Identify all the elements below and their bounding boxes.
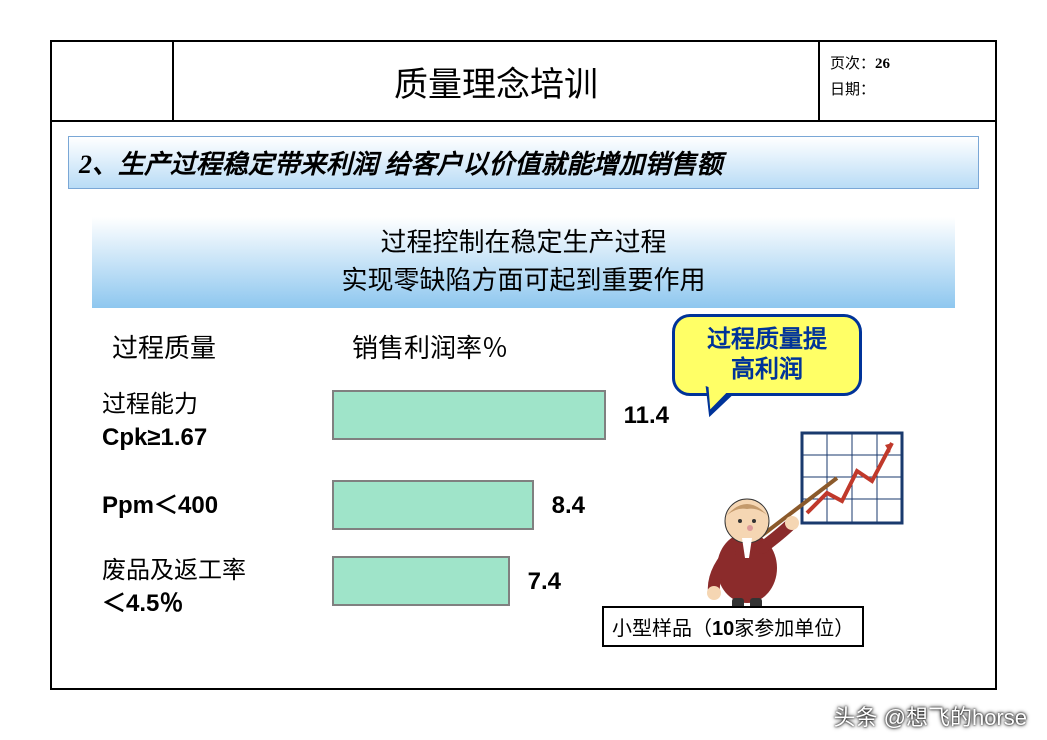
note-box: 小型样品（10家参加单位） — [602, 606, 864, 647]
row-label-2: Ppm＜400 — [102, 490, 218, 521]
slide-title: 质量理念培训 — [174, 42, 820, 120]
bar-3 — [332, 556, 510, 606]
slide-frame: 质量理念培训 页次：26 日期： 2、生产过程稳定带来利润 给客户以价值就能增加… — [50, 40, 997, 690]
note-suffix: 家参加单位） — [734, 618, 854, 640]
bar-val-3: 7.4 — [528, 568, 561, 596]
page-line: 页次：26 — [830, 52, 985, 78]
page-label: 页次： — [830, 56, 875, 72]
row-label-1: 过程能力 Cpk≥1.67 — [102, 390, 207, 452]
blue-line1: 过程控制在稳定生产过程 — [92, 224, 955, 262]
bar-val-1: 11.4 — [624, 402, 669, 430]
note-bold: 10 — [712, 618, 734, 640]
blue-block: 过程控制在稳定生产过程 实现零缺陷方面可起到重要作用 — [92, 217, 955, 308]
callout-line1: 过程质量提 — [687, 325, 847, 355]
bar-2 — [332, 480, 534, 530]
row3-line1: 废品及返工率 — [102, 556, 246, 587]
logo-cell — [52, 42, 174, 120]
blue-line2: 实现零缺陷方面可起到重要作用 — [92, 262, 955, 300]
header-row: 质量理念培训 页次：26 日期： — [52, 42, 995, 122]
chart-area: 过程质量 销售利润率％ 过程能力 Cpk≥1.67 11.4 Ppm＜400 8… — [52, 328, 995, 648]
watermark: 头条 @想飞的horse — [834, 700, 1027, 732]
row2-line1: Ppm＜400 — [102, 490, 218, 521]
page-num: 26 — [875, 56, 890, 72]
bar-val-2: 8.4 — [552, 492, 585, 520]
col-head-left: 过程质量 — [112, 328, 216, 365]
callout-line2: 高利润 — [687, 355, 847, 385]
callout-bubble: 过程质量提 高利润 — [672, 314, 862, 396]
row1-line1: 过程能力 — [102, 390, 207, 421]
bar-1 — [332, 390, 606, 440]
col-head-right: 销售利润率％ — [352, 328, 508, 365]
date-line: 日期： — [830, 78, 985, 104]
row3-line2: ＜4.5％ — [102, 588, 246, 620]
subtitle-banner: 2、生产过程稳定带来利润 给客户以价值就能增加销售额 — [68, 136, 979, 189]
meta-cell: 页次：26 日期： — [820, 42, 995, 120]
businessman-icon — [692, 423, 912, 623]
note-prefix: 小型样品（ — [612, 618, 712, 640]
row-label-3: 废品及返工率 ＜4.5％ — [102, 556, 246, 619]
row1-line2: Cpk≥1.67 — [102, 422, 207, 453]
